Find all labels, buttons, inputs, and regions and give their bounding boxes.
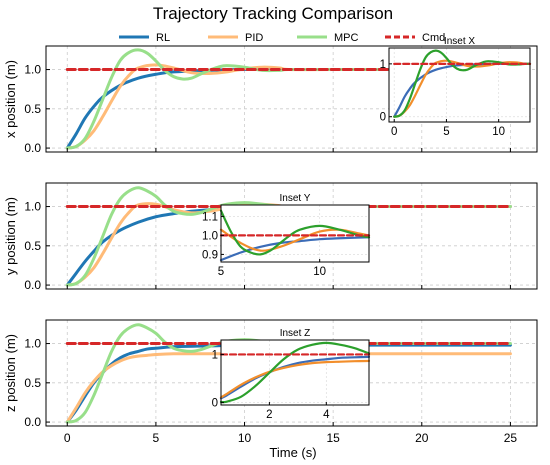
inset-2: 5 10 0.9 1.0 1.1 Inset Y [202, 193, 371, 278]
y-axis-label: y position (m) [3, 197, 18, 275]
legend-label-cmd: Cmd [422, 32, 445, 44]
y-tick-label: 0.0 [24, 278, 41, 292]
y-tick-label: 1.0 [24, 337, 41, 351]
y-tick-label: 0.0 [24, 415, 41, 429]
legend-item-pid: PID [208, 32, 263, 44]
x-tick-label: 0 [64, 431, 71, 445]
panel-3: 0.0 0.5 1.0 0 5 10 15 20 25 z position (m) 2 4 0 1 Ins… [3, 319, 538, 445]
panel-frame [45, 45, 538, 153]
inset-series-line-pid [219, 359, 371, 399]
legend-label-mpc: MPC [334, 32, 359, 44]
inset-series-line-mpc [393, 49, 532, 118]
legend-label-pid: PID [245, 32, 263, 44]
x-tick-label: 25 [504, 431, 518, 445]
inset-x-tick-label: 0 [391, 126, 397, 138]
inset-series-line-pid [393, 59, 532, 118]
y-tick-label: 0.5 [24, 239, 41, 253]
inset-x-tick-label: 10 [492, 126, 505, 138]
inset-3: 2 4 0 1 Inset Z [212, 328, 371, 421]
series-line-mpc [65, 48, 512, 150]
x-tick-label: 20 [415, 431, 429, 445]
y-tick-label: 0.5 [24, 102, 41, 116]
inset-series-line-mpc [219, 209, 371, 256]
inset-x-tick-label: 2 [266, 409, 272, 421]
inset-frame [388, 47, 531, 123]
y-axis-label: z position (m) [3, 334, 18, 412]
inset-y-tick-label: 1.1 [202, 211, 218, 223]
legend-item-cmd: Cmd [385, 32, 445, 44]
x-tick-label: 5 [153, 431, 160, 445]
x-tick-label: 10 [238, 431, 252, 445]
inset-1: 0 5 10 0 1 Inset X [380, 36, 532, 138]
panel-frame [45, 319, 538, 427]
y-tick-label: 0.5 [24, 376, 41, 390]
inset-x-tick-label: 10 [313, 266, 326, 278]
inset-title: Inset Z [280, 328, 311, 339]
x-axis-label: Time (s) [269, 445, 316, 460]
inset-series-line-rl [219, 236, 371, 262]
inset-background [221, 205, 369, 262]
inset-title: Inset Y [280, 193, 311, 204]
y-tick-label: 1.0 [24, 200, 41, 214]
panel-2: 0.0 0.5 1.0 y position (m) 5 10 0.9 1.0 1.1 Inset… [3, 182, 538, 292]
legend: RL PID MPC Cmd [119, 32, 445, 44]
inset-y-tick-label: 0.9 [202, 249, 218, 261]
inset-y-tick-label: 1 [380, 59, 386, 71]
inset-background [389, 48, 530, 122]
inset-x-tick-label: 5 [218, 266, 224, 278]
x-tick-label: 15 [326, 431, 340, 445]
inset-frame [220, 204, 370, 263]
panel-frame [45, 182, 538, 290]
inset-x-tick-label: 5 [443, 126, 449, 138]
inset-x-tick-label: 4 [323, 409, 330, 421]
inset-y-tick-label: 1 [212, 349, 218, 361]
chart-title: Trajectory Tracking Comparison [153, 4, 393, 23]
legend-item-rl: RL [119, 32, 170, 44]
inset-y-tick-label: 0 [212, 398, 218, 410]
y-tick-label: 0.0 [24, 141, 41, 155]
inset-y-tick-label: 0 [380, 112, 386, 124]
y-axis-label: x position (m) [3, 60, 18, 138]
inset-frame [220, 339, 370, 406]
inset-title: Inset X [444, 36, 475, 47]
inset-series-line-rl [219, 355, 371, 400]
legend-item-mpc: MPC [297, 32, 359, 44]
inset-y-tick-label: 1.0 [202, 230, 218, 242]
inset-series-line-pid [219, 228, 371, 252]
y-tick-label: 1.0 [24, 63, 41, 77]
legend-label-rl: RL [156, 32, 170, 44]
panel-1: 0.0 0.5 1.0 x position (m) 0 5 10 0 1 Inset X [3, 36, 538, 155]
